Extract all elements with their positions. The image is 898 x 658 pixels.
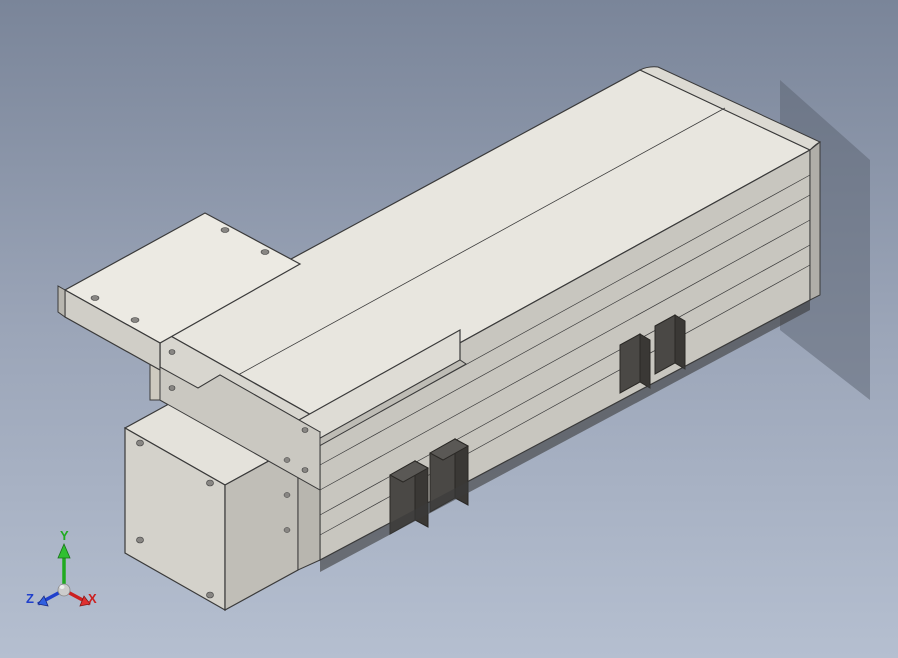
flange-bolt-4 [261, 250, 269, 255]
flange-bolt-3 [221, 228, 229, 233]
model-svg [0, 0, 898, 658]
side-bolt-3 [284, 528, 290, 533]
flange-bolt-2 [131, 318, 139, 323]
axis-triad[interactable]: X Y Z [20, 528, 110, 618]
y-axis-cone [58, 544, 70, 558]
origin-sphere [58, 584, 70, 596]
side-bolt-2 [284, 493, 290, 498]
flange-left-edge [58, 286, 65, 317]
origin-sphere-highlight [60, 585, 65, 589]
carriage-clamp-4 [655, 315, 685, 374]
model-render-area[interactable] [0, 0, 898, 658]
cad-viewport[interactable]: X Y Z [0, 0, 898, 658]
flange-bolt-1 [91, 296, 99, 301]
side-bolt-1 [284, 458, 290, 463]
end-bolt-3 [302, 428, 308, 433]
z-axis-label: Z [26, 591, 34, 606]
body-far-end-face [810, 142, 820, 300]
end-bolt-1 [169, 350, 175, 355]
end-bolt-4 [302, 468, 308, 473]
y-axis-label: Y [60, 528, 69, 543]
x-axis-label: X [88, 591, 97, 606]
end-bolt-2 [169, 386, 175, 391]
carriage-clamp-3 [620, 334, 650, 393]
